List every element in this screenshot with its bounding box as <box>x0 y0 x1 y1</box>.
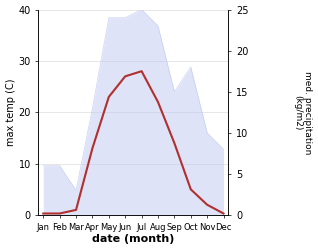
X-axis label: date (month): date (month) <box>92 234 175 244</box>
Y-axis label: med. precipitation
(kg/m2): med. precipitation (kg/m2) <box>293 70 313 154</box>
Y-axis label: max temp (C): max temp (C) <box>5 78 16 146</box>
